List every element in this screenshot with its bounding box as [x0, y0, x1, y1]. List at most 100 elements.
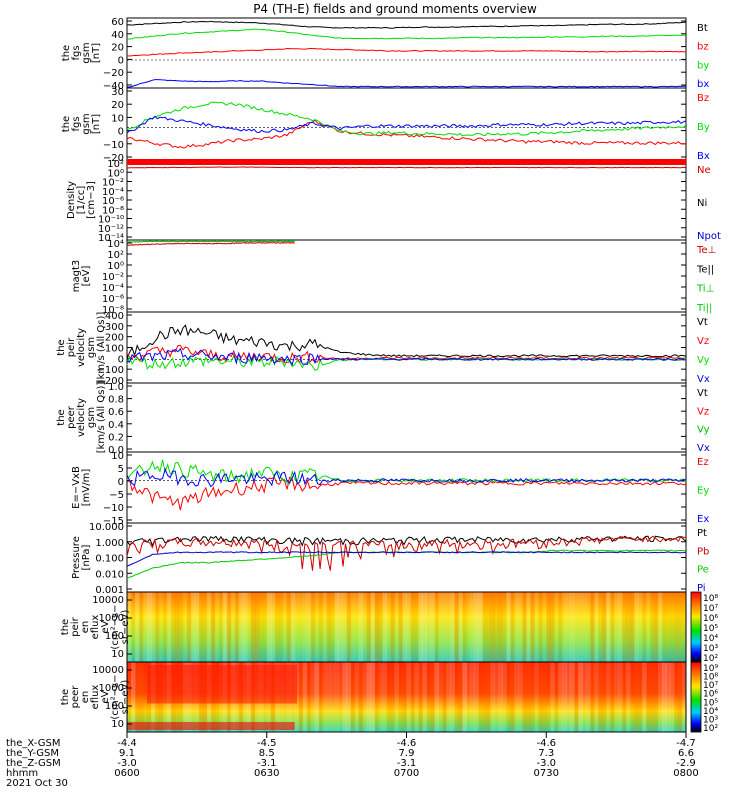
y-tick-label: 10 — [111, 451, 124, 462]
y-axis-label: eV — [100, 620, 111, 633]
chart-title: P4 (TH-E) fields and ground moments over… — [253, 2, 537, 16]
y-tick-label: 0 — [118, 354, 124, 365]
y-tick-label: 10⁻⁶ — [102, 294, 124, 305]
colorbar-tick-label: 10³ — [703, 715, 718, 725]
spectrogram-texture — [470, 592, 475, 662]
spectrogram-texture — [354, 592, 360, 662]
y-axis-label: the — [56, 409, 67, 425]
spectrogram-texture — [534, 662, 539, 732]
spectrogram-texture — [202, 592, 208, 662]
y-tick-label: 10⁻⁴ — [102, 187, 124, 198]
spectrogram-texture — [386, 592, 391, 662]
legend-label: By — [697, 122, 710, 133]
panel-frame — [126, 382, 687, 453]
y-tick-label: 10⁻⁸ — [102, 205, 124, 216]
spectrogram-texture — [418, 592, 423, 662]
colorbar-tick-label: 10⁴ — [703, 707, 718, 717]
series-line-by — [126, 101, 687, 137]
colorbar — [690, 661, 702, 733]
spectrogram-texture — [486, 592, 491, 662]
y-tick-label: 1000 — [99, 613, 124, 624]
series-line-pi — [126, 551, 687, 567]
spectrogram-texture — [135, 592, 140, 662]
panel-2: 30 20 10 0 −10 −20 Bz By Bx the fgs gsm [nT] — [61, 87, 710, 164]
spectrogram-texture — [390, 592, 395, 662]
y-axis-label: peer — [66, 405, 77, 429]
spectrogram-texture — [438, 592, 443, 662]
spectrogram-texture — [610, 592, 615, 662]
spectrogram-texture — [654, 592, 659, 662]
legend-label: Npot — [697, 231, 721, 242]
spectrogram-texture — [398, 592, 403, 662]
spectrogram-texture — [306, 662, 312, 732]
legend-label: Ti|| — [696, 303, 712, 314]
spectrogram-texture — [178, 592, 184, 662]
spectrogram-texture — [510, 662, 515, 732]
colorbar-tick-label: 10⁵ — [703, 624, 718, 634]
spectrogram-hot-region — [147, 665, 297, 704]
spectrogram-texture — [346, 592, 352, 662]
x-tick-zgsm: -3.1 — [257, 758, 277, 769]
spectrogram-texture — [182, 592, 188, 662]
spectrogram-texture — [350, 662, 356, 732]
spectrogram-texture — [386, 662, 391, 732]
spectrogram-texture — [206, 592, 212, 662]
y-tick-label: 200 — [105, 333, 124, 344]
spectrogram-texture — [506, 662, 511, 732]
spectrogram-texture — [470, 662, 475, 732]
y-tick-label: 10⁻⁶ — [102, 196, 124, 207]
spectrogram-texture — [678, 592, 683, 662]
spectrogram-texture — [514, 662, 519, 732]
spectrogram-texture — [462, 592, 467, 662]
x-tick-ygsm: 6.6 — [678, 748, 694, 759]
y-tick-label: −100 — [97, 365, 124, 376]
series-line-ez — [126, 476, 687, 511]
y-tick-label: 10⁰ — [107, 168, 124, 179]
x-tick-time: 0730 — [534, 768, 559, 779]
x-tick-time: 0600 — [114, 768, 139, 779]
legend-label: Vx — [697, 374, 710, 385]
spectrogram-texture — [254, 592, 260, 662]
spectrogram-texture — [298, 662, 304, 732]
spectrogram-texture — [446, 592, 451, 662]
spectrogram-texture — [326, 592, 332, 662]
spectrogram-texture — [522, 592, 527, 662]
y-tick-label: −10 — [103, 140, 124, 151]
spectrogram-texture — [534, 592, 539, 662]
y-tick-label: 20 — [111, 100, 124, 111]
spectrogram-texture — [502, 662, 507, 732]
spectrogram-texture — [662, 592, 667, 662]
spectrogram-texture — [382, 592, 387, 662]
spectrogram-texture — [682, 662, 687, 732]
spectrogram-texture — [578, 592, 583, 662]
panel-frame — [126, 522, 687, 593]
spectrogram-texture — [366, 592, 372, 662]
spectrogram-texture — [666, 662, 671, 732]
series-line-ex — [126, 467, 687, 488]
x-tick-xgsm: -4.4 — [117, 738, 137, 749]
spectrogram-texture — [139, 662, 144, 732]
spectrogram-texture — [278, 592, 284, 662]
spectrogram-texture — [594, 662, 599, 732]
spectrogram-texture — [654, 662, 659, 732]
spectrogram-texture — [450, 592, 455, 662]
colorbar-tick-label: 10² — [703, 724, 718, 734]
spectrogram-texture — [342, 592, 348, 662]
colorbar-tick-label: 10⁸ — [703, 594, 718, 604]
spectrogram-texture — [582, 592, 587, 662]
spectrogram-texture — [334, 662, 340, 732]
spectrogram-texture — [394, 662, 399, 732]
x-tick-time: 0630 — [254, 768, 279, 779]
spectrogram-texture — [606, 592, 611, 662]
spectrogram-texture — [238, 592, 244, 662]
spectrogram-texture — [574, 662, 579, 732]
y-axis-label: (cm²−s− — [110, 674, 121, 719]
y-tick-label: 20 — [111, 43, 124, 54]
y-tick-label: 60 — [111, 17, 124, 28]
y-axis-label: the — [60, 689, 71, 705]
spectrogram-texture — [590, 662, 595, 732]
legend-label: Te⊥ — [696, 245, 716, 256]
y-axis-label: eflux — [90, 685, 101, 710]
